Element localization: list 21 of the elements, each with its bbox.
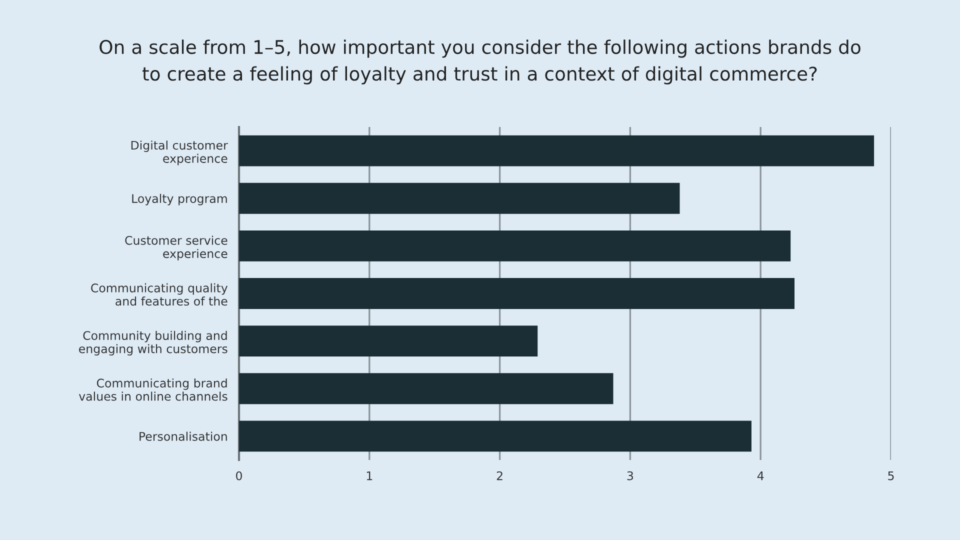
bar (239, 278, 795, 309)
chart-title: On a scale from 1–5, how important you consider the following actions brands do to create a feeling of loyalty and trust in a context of digital commerce? (100, 40, 860, 84)
y-tick-label: Community building and engaging with customers (79, 330, 228, 356)
x-tick-label: 5 (888, 471, 894, 480)
x-tick-label: 3 (627, 471, 634, 480)
bar (239, 326, 538, 357)
x-tick-label: 4 (757, 471, 764, 480)
y-tick-label: Communicating quality and features of the (91, 283, 228, 306)
bar (239, 373, 614, 404)
y-tick-label: Communicating brand values in online channels (78, 378, 228, 401)
x-tick-label: 1 (366, 471, 372, 480)
y-tick-label: Loyalty program (132, 194, 227, 206)
bar (239, 420, 752, 452)
y-tick-label: Personalisation (140, 432, 227, 441)
bar (239, 135, 874, 166)
x-tick-label: 0 (236, 471, 242, 480)
x-tick-label: 2 (496, 471, 502, 480)
y-tick-label: Digital customer experience (131, 140, 228, 166)
y-tick-label: Customer service experience (125, 236, 228, 260)
bar (239, 230, 791, 262)
bar (239, 182, 680, 214)
